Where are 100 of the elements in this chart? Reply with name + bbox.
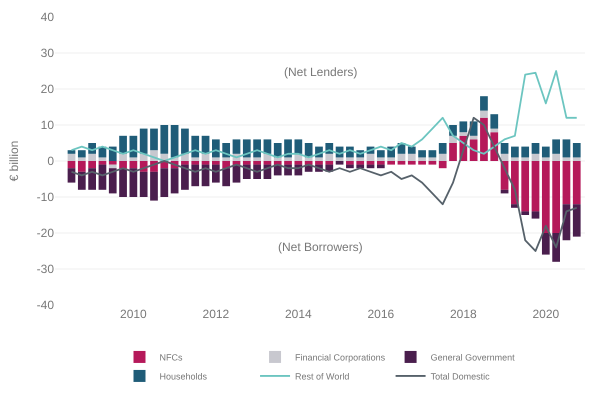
bar — [232, 161, 240, 165]
annotation: (Net Lenders) — [284, 65, 358, 79]
bar — [562, 157, 570, 161]
bar — [119, 136, 127, 154]
bar — [202, 161, 210, 165]
bar — [542, 233, 550, 255]
bar — [119, 161, 127, 168]
bar — [150, 128, 158, 150]
bar — [428, 157, 436, 161]
bar — [376, 164, 385, 168]
legend-label: Financial Corporations — [295, 352, 386, 362]
bar — [376, 150, 385, 158]
bar — [490, 128, 498, 132]
x-tick-label: 2016 — [367, 307, 395, 321]
bar — [212, 161, 220, 165]
bar — [366, 161, 374, 165]
bar — [572, 204, 581, 237]
bar — [366, 164, 374, 168]
bar — [315, 161, 323, 165]
bar — [242, 161, 251, 165]
line-series — [70, 116, 578, 252]
bar — [108, 168, 117, 194]
bar — [181, 161, 189, 165]
legend-label: Rest of World — [295, 371, 350, 382]
bar — [98, 164, 106, 190]
bar — [532, 154, 540, 161]
bar — [470, 136, 478, 140]
bar — [428, 161, 436, 165]
bar — [438, 154, 447, 161]
bar — [552, 154, 560, 161]
bar — [130, 157, 138, 161]
y-tick-label: -40 — [36, 298, 54, 312]
bar — [294, 139, 302, 154]
bar — [119, 168, 127, 197]
bar — [408, 154, 416, 161]
bar — [160, 125, 168, 154]
bar — [562, 161, 570, 204]
bar — [428, 150, 436, 158]
bar — [356, 161, 364, 165]
bar — [418, 157, 426, 161]
bar — [521, 211, 530, 215]
bar — [552, 139, 560, 154]
bar — [511, 157, 519, 161]
bar — [68, 161, 76, 168]
bar — [98, 157, 106, 161]
y-tick-label: 10 — [40, 118, 54, 132]
bar — [284, 139, 292, 158]
x-tick-label: 2012 — [202, 307, 230, 321]
bar — [459, 132, 468, 136]
bar — [242, 157, 251, 161]
bar — [222, 168, 230, 186]
bar — [449, 143, 457, 161]
x-tick-label: 2020 — [532, 307, 560, 321]
bar — [140, 128, 148, 154]
bar — [542, 146, 550, 158]
bar — [232, 139, 240, 154]
legend-label: Total Domestic — [430, 371, 490, 382]
bar — [284, 157, 292, 161]
bar — [68, 168, 76, 183]
bar — [119, 154, 127, 161]
bar — [88, 154, 96, 161]
x-tick-label: 2010 — [120, 307, 148, 321]
bar — [387, 157, 396, 161]
bar — [253, 161, 261, 165]
bar — [181, 164, 189, 190]
bar — [418, 150, 426, 158]
bar — [438, 143, 447, 154]
bar — [140, 172, 148, 197]
bar — [160, 168, 168, 197]
bar — [418, 161, 426, 165]
bar — [336, 157, 344, 161]
bar — [68, 154, 76, 161]
bar — [408, 146, 416, 154]
y-axis-title: € billion — [6, 140, 21, 182]
bar — [521, 161, 530, 212]
bar — [108, 164, 117, 168]
bar — [336, 161, 344, 165]
y-tick-label: 20 — [40, 82, 54, 96]
bar — [88, 168, 96, 190]
bar — [170, 168, 178, 194]
bar — [542, 161, 550, 233]
bar — [376, 157, 385, 161]
bar — [346, 161, 354, 165]
bar — [232, 164, 240, 183]
bar — [170, 125, 178, 158]
bar — [376, 161, 385, 165]
bar — [366, 154, 374, 161]
bar — [480, 110, 488, 118]
bar — [459, 121, 468, 132]
bar — [521, 146, 530, 158]
bar — [346, 157, 354, 161]
bar — [264, 161, 272, 165]
bar — [181, 128, 189, 154]
bar — [572, 143, 581, 158]
y-tick-label: -30 — [36, 262, 54, 276]
bar — [150, 172, 158, 201]
bar — [78, 157, 86, 161]
legend-label: General Government — [430, 352, 516, 362]
bar — [398, 161, 406, 165]
bar — [325, 154, 334, 161]
